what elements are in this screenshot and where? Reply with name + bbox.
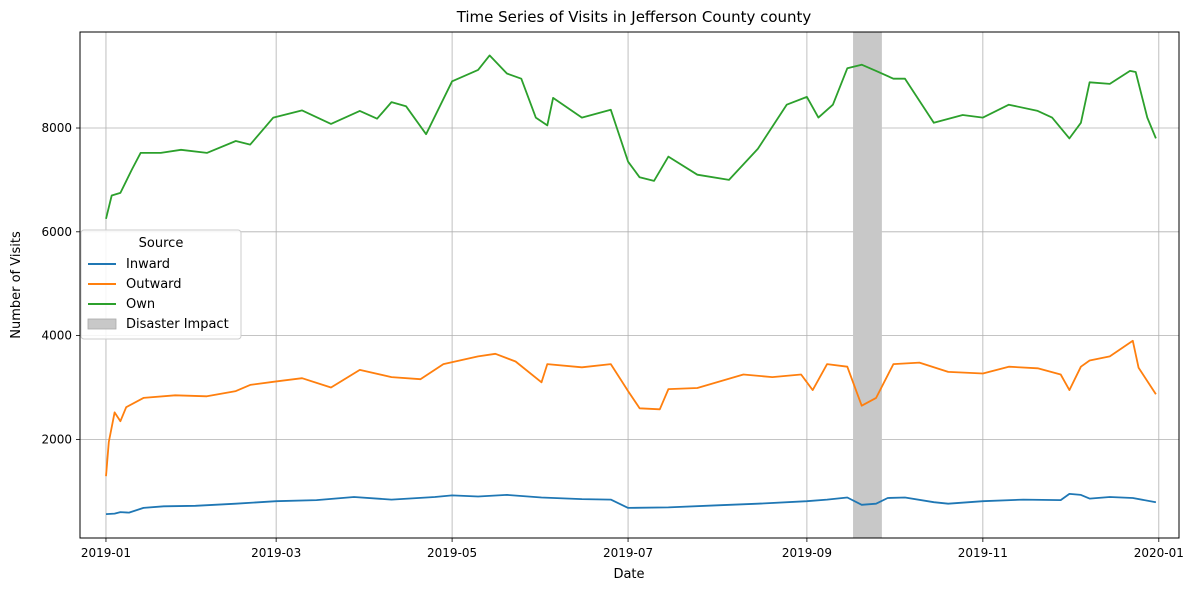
series-line-own [105,54,1157,220]
x-tick-label: 2019-01 [81,546,131,560]
legend-label-disaster-impact: Disaster Impact [126,317,229,332]
series-lines [105,54,1157,515]
shaded-regions [853,32,882,538]
plot-frame [79,31,1180,539]
series-line-outward [105,339,1157,477]
legend: Source Inward Outward Own Disaster Impac… [80,229,242,340]
series-line-inward [105,492,1157,515]
x-tick-label: 2019-07 [603,546,653,560]
x-tick-label: 2020-01 [1134,546,1184,560]
x-tick-label: 2019-11 [958,546,1008,560]
x-tick-label: 2019-09 [782,546,832,560]
x-tick-label: 2019-05 [427,546,477,560]
legend-label-inward: Inward [126,257,170,272]
disaster-impact-region [853,32,882,538]
legend-label-outward: Outward [126,277,182,292]
y-axis-label: Number of Visits [9,231,24,339]
legend-title: Source [139,236,184,251]
y-tick-label: 8000 [41,121,72,135]
y-tick-label: 4000 [41,329,72,343]
legend-swatch-disaster-impact [87,318,117,330]
y-tick-label: 6000 [41,225,72,239]
x-axis-label: Date [613,567,644,582]
chart-title: Time Series of Visits in Jefferson Count… [456,8,812,26]
y-tick-label: 2000 [41,432,72,446]
legend-label-own: Own [126,297,155,312]
legend-box [80,229,242,340]
axis-ticks: 2019-01 2019-03 2019-05 2019-07 2019-09 2019-… [41,121,1183,560]
x-tick-label: 2019-03 [251,546,301,560]
grid [80,32,1179,538]
